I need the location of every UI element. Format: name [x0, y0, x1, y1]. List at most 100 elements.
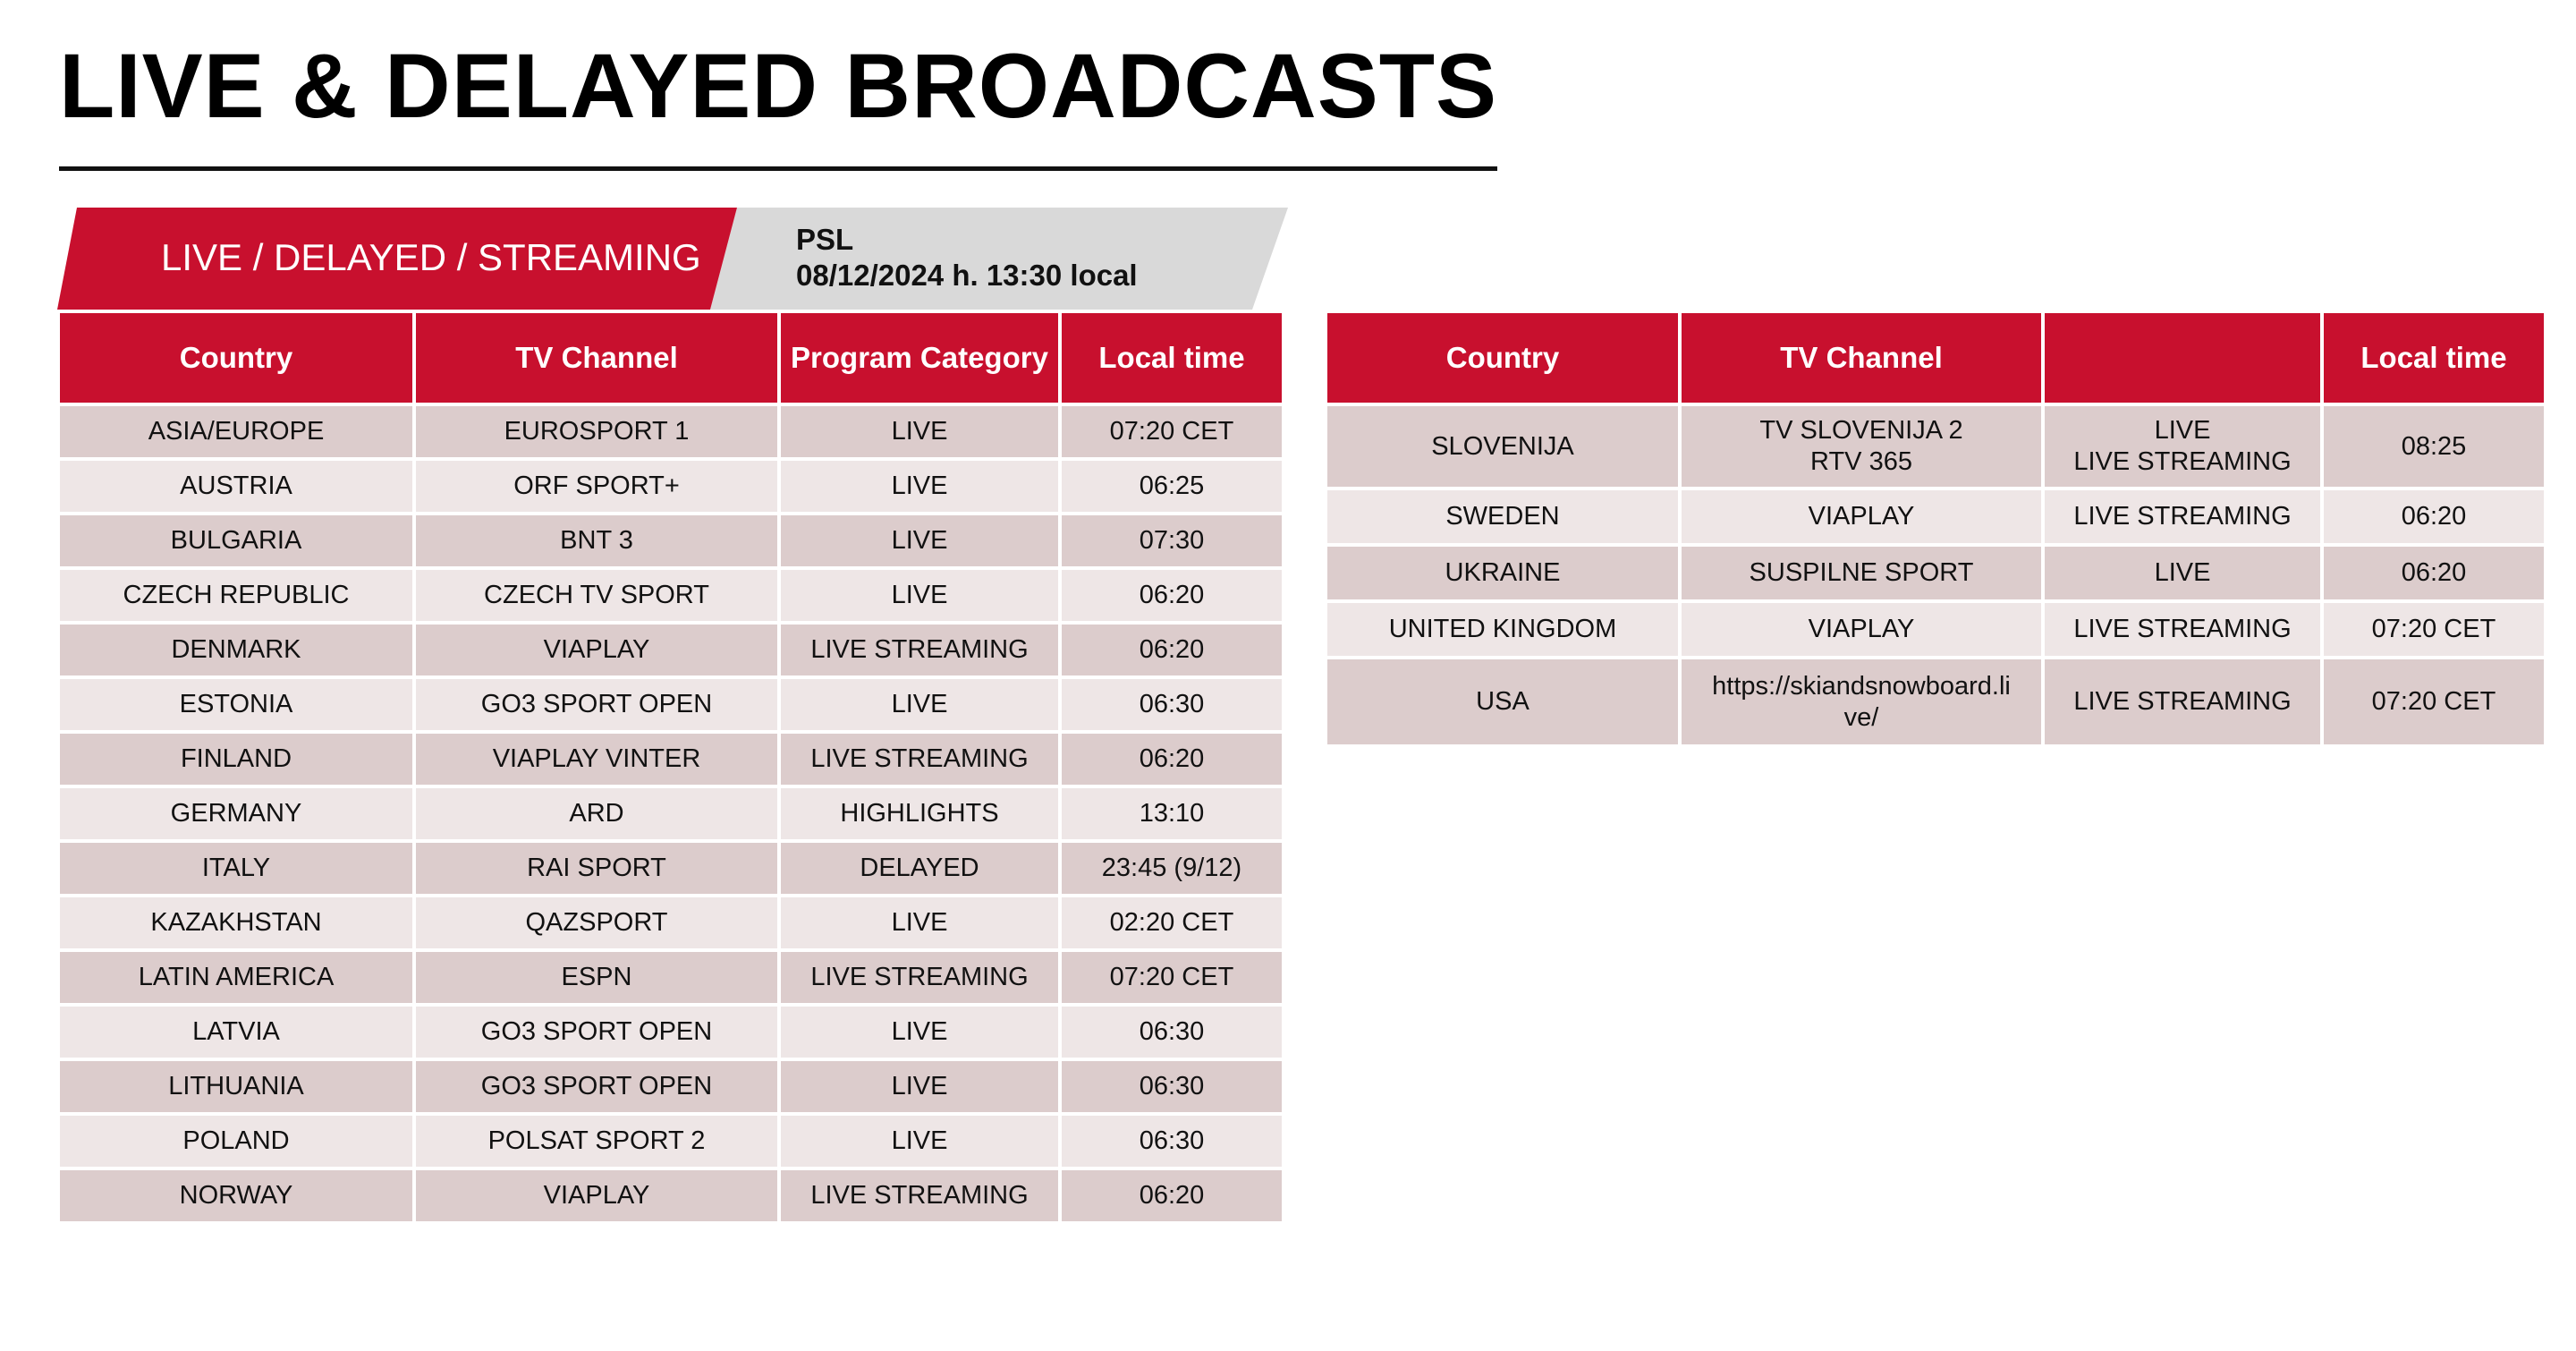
cell-country: UKRAINE: [1327, 547, 1678, 599]
cell-program-category: LIVE STREAMING: [2045, 490, 2320, 543]
cell-country: USA: [1327, 659, 1678, 744]
broadcast-banner: LIVE / DELAYED / STREAMING PSL 08/12/202…: [57, 208, 1288, 310]
cell-tv-channel: CZECH TV SPORT: [416, 570, 777, 621]
banner-grey-band: [710, 208, 1288, 310]
cell-program-category: LIVE LIVE STREAMING: [2045, 406, 2320, 487]
cell-program-category: LIVE: [781, 406, 1058, 457]
cell-tv-channel: GO3 SPORT OPEN: [416, 1061, 777, 1112]
cell-local-time: 06:20: [1062, 1170, 1282, 1221]
cell-local-time: 06:20: [1062, 734, 1282, 785]
cell-tv-channel: BNT 3: [416, 515, 777, 566]
header-local-time: Local time: [2324, 313, 2544, 403]
cell-tv-channel: https://skiandsnowboard.li ve/: [1682, 659, 2041, 744]
cell-program-category: LIVE: [781, 570, 1058, 621]
cell-local-time: 02:20 CET: [1062, 897, 1282, 948]
cell-local-time: 06:20: [2324, 490, 2544, 543]
event-datetime: 08/12/2024 h. 13:30 local: [796, 259, 1138, 292]
cell-country: UNITED KINGDOM: [1327, 603, 1678, 656]
cell-country: KAZAKHSTAN: [60, 897, 412, 948]
header-tv-channel: TV Channel: [416, 313, 777, 403]
cell-country: NORWAY: [60, 1170, 412, 1221]
cell-local-time: 07:20 CET: [2324, 659, 2544, 744]
table-row: LITHUANIA GO3 SPORT OPEN LIVE 06:30: [60, 1061, 1282, 1112]
cell-tv-channel: GO3 SPORT OPEN: [416, 1007, 777, 1058]
table-row: NORWAY VIAPLAY LIVE STREAMING 06:20: [60, 1170, 1282, 1221]
cell-program-category: LIVE: [781, 1116, 1058, 1167]
cell-program-category: HIGHLIGHTS: [781, 788, 1058, 839]
table-row: ASIA/EUROPE EUROSPORT 1 LIVE 07:20 CET: [60, 406, 1282, 457]
page-title: LIVE & DELAYED BROADCASTS: [59, 35, 1498, 137]
right-broadcast-table: Country TV Channel Local time SLOVENIJA T…: [1324, 310, 2547, 748]
cell-country: AUSTRIA: [60, 461, 412, 512]
right-table-body: SLOVENIJA TV SLOVENIJA 2 RTV 365 LIVE LIVE…: [1327, 406, 2544, 744]
cell-local-time: 08:25: [2324, 406, 2544, 487]
cell-country: CZECH REPUBLIC: [60, 570, 412, 621]
cell-local-time: 06:30: [1062, 1007, 1282, 1058]
header-country: Country: [60, 313, 412, 403]
cell-program-category: LIVE STREAMING: [781, 625, 1058, 676]
header-country: Country: [1327, 313, 1678, 403]
banner-event-info: PSL 08/12/2024 h. 13:30 local: [796, 222, 1138, 293]
banner-shapes: [57, 208, 1288, 310]
cell-country: ASIA/EUROPE: [60, 406, 412, 457]
cell-country: ESTONIA: [60, 679, 412, 730]
cell-local-time: 06:20: [2324, 547, 2544, 599]
cell-country: GERMANY: [60, 788, 412, 839]
table-row: CZECH REPUBLIC CZECH TV SPORT LIVE 06:20: [60, 570, 1282, 621]
cell-local-time: 23:45 (9/12): [1062, 843, 1282, 894]
cell-tv-channel: VIAPLAY: [1682, 603, 2041, 656]
cell-tv-channel: VIAPLAY: [416, 1170, 777, 1221]
table-row: ESTONIA GO3 SPORT OPEN LIVE 06:30: [60, 679, 1282, 730]
cell-program-category: LIVE: [2045, 547, 2320, 599]
cell-tv-channel: QAZSPORT: [416, 897, 777, 948]
cell-program-category: LIVE: [781, 897, 1058, 948]
header-local-time: Local time: [1062, 313, 1282, 403]
table-row: SLOVENIJA TV SLOVENIJA 2 RTV 365 LIVE LIVE…: [1327, 406, 2544, 487]
cell-local-time: 13:10: [1062, 788, 1282, 839]
table-header-row: Country TV Channel Local time: [1327, 313, 2544, 403]
cell-program-category: LIVE STREAMING: [2045, 659, 2320, 744]
cell-tv-channel: EUROSPORT 1: [416, 406, 777, 457]
table-row: SWEDEN VIAPLAY LIVE STREAMING 06:20: [1327, 490, 2544, 543]
left-table-body: ASIA/EUROPE EUROSPORT 1 LIVE 07:20 CET AUSTR…: [60, 406, 1282, 1221]
cell-program-category: LIVE: [781, 1061, 1058, 1112]
table-header-row: Country TV Channel Program Category Loca…: [60, 313, 1282, 403]
table-row: DENMARK VIAPLAY LIVE STREAMING 06:20: [60, 625, 1282, 676]
table-row: POLAND POLSAT SPORT 2 LIVE 06:30: [60, 1116, 1282, 1167]
table-row: BULGARIA BNT 3 LIVE 07:30: [60, 515, 1282, 566]
event-name: PSL: [796, 223, 854, 256]
table-row: USA https://skiandsnowboard.li ve/LIVE ST…: [1327, 659, 2544, 744]
cell-country: ITALY: [60, 843, 412, 894]
title-divider: [59, 166, 1497, 171]
cell-country: LATIN AMERICA: [60, 952, 412, 1003]
cell-program-category: LIVE STREAMING: [781, 1170, 1058, 1221]
cell-country: FINLAND: [60, 734, 412, 785]
cell-tv-channel: ORF SPORT+: [416, 461, 777, 512]
header-program-category: Program Category: [781, 313, 1058, 403]
cell-tv-channel: ARD: [416, 788, 777, 839]
cell-local-time: 07:20 CET: [1062, 406, 1282, 457]
cell-local-time: 06:20: [1062, 625, 1282, 676]
cell-tv-channel: VIAPLAY VINTER: [416, 734, 777, 785]
cell-country: LITHUANIA: [60, 1061, 412, 1112]
cell-tv-channel: ESPN: [416, 952, 777, 1003]
header-tv-channel: TV Channel: [1682, 313, 2041, 403]
cell-program-category: DELAYED: [781, 843, 1058, 894]
cell-country: LATVIA: [60, 1007, 412, 1058]
cell-tv-channel: SUSPILNE SPORT: [1682, 547, 2041, 599]
cell-country: DENMARK: [60, 625, 412, 676]
cell-program-category: LIVE: [781, 515, 1058, 566]
cell-local-time: 06:30: [1062, 1061, 1282, 1112]
cell-country: SWEDEN: [1327, 490, 1678, 543]
cell-local-time: 06:25: [1062, 461, 1282, 512]
cell-local-time: 07:20 CET: [2324, 603, 2544, 656]
header-program-category: [2045, 313, 2320, 403]
cell-local-time: 06:30: [1062, 679, 1282, 730]
table-row: LATVIA GO3 SPORT OPEN LIVE 06:30: [60, 1007, 1282, 1058]
table-row: AUSTRIA ORF SPORT+ LIVE 06:25: [60, 461, 1282, 512]
cell-local-time: 06:30: [1062, 1116, 1282, 1167]
left-broadcast-table: Country TV Channel Program Category Loca…: [56, 310, 1285, 1225]
cell-tv-channel: VIAPLAY: [1682, 490, 2041, 543]
table-row: UKRAINE SUSPILNE SPORT LIVE 06:20: [1327, 547, 2544, 599]
cell-tv-channel: GO3 SPORT OPEN: [416, 679, 777, 730]
